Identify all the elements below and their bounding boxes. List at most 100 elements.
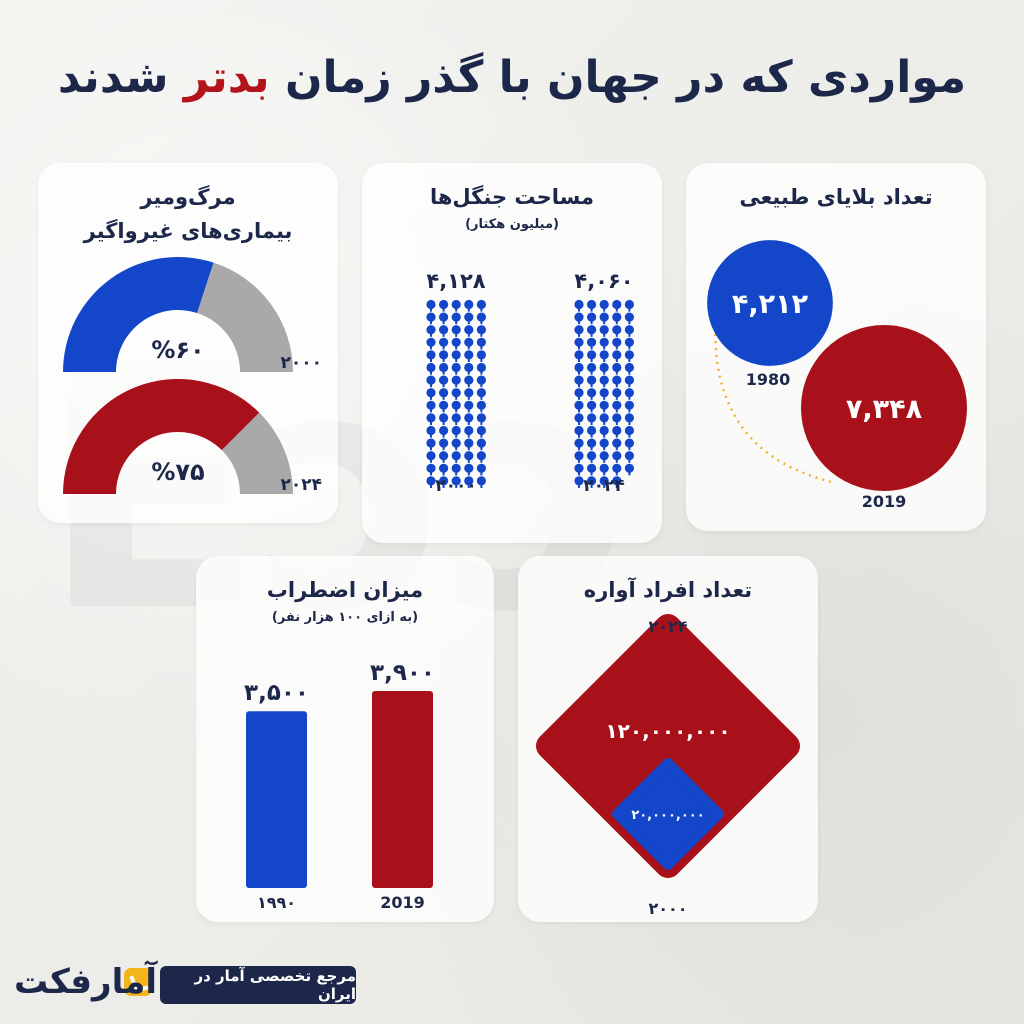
card-subtitle: (میلیون هکتار) <box>465 217 559 232</box>
diamond-small-value-label: ۲۰,۰۰۰,۰۰۰ <box>631 808 704 823</box>
tree-trunk <box>603 446 606 451</box>
tree-trunk <box>615 320 618 325</box>
tree-icon <box>624 413 634 423</box>
tree-icon <box>426 362 436 373</box>
tree-trunk <box>628 408 631 413</box>
tree-icon <box>587 463 597 473</box>
tree-trunk <box>480 333 483 337</box>
gauge-chart: %۶۰ ۲۰۰۰ %۷۵ ۲۰۲۴ <box>63 257 322 495</box>
tree-icon <box>451 350 461 360</box>
tree-icon <box>574 337 584 347</box>
tree-trunk <box>615 459 618 463</box>
tree-trunk <box>615 345 618 350</box>
tree-trunk <box>442 421 445 425</box>
tree-trunk <box>615 308 618 312</box>
tree-icon <box>439 451 449 461</box>
tree-icon <box>439 425 449 436</box>
tree-trunk <box>430 421 432 425</box>
tree-trunk <box>455 308 458 312</box>
tree-icon <box>451 299 461 310</box>
tree-trunk <box>603 471 606 476</box>
tree-icon <box>439 388 449 398</box>
tree-icon <box>624 312 634 322</box>
tree-trunk <box>430 471 432 476</box>
gauge-filled-0 <box>63 257 214 372</box>
bubble-1 <box>801 325 967 491</box>
tree-trunk <box>628 345 631 350</box>
tree-icon <box>574 451 584 461</box>
tree-icon <box>426 438 436 448</box>
tree-icon <box>574 400 584 410</box>
tree-icon <box>476 400 486 410</box>
tree-trunk <box>615 333 618 337</box>
gauge-remainder-1 <box>221 412 293 494</box>
pictogram-year-label-1: ۲۰۲۴ <box>583 476 625 496</box>
diamond-large-year-label: ۲۰۲۴ <box>648 617 687 636</box>
tree-icon <box>624 337 634 347</box>
tree-trunk <box>578 345 580 350</box>
tree-icon <box>574 476 584 486</box>
tree-trunk <box>480 383 483 388</box>
tree-icon <box>624 438 634 448</box>
tree-icon <box>599 375 609 385</box>
card-anxiety-rate: میزان اضطراب (به ازای ۱۰۰ هزار نفر) ۳,۵۰… <box>196 556 494 922</box>
tree-icon <box>599 425 609 436</box>
tree-icon <box>426 476 436 486</box>
tree-trunk <box>590 446 593 451</box>
tree-trunk <box>467 320 470 325</box>
tree-trunk <box>480 396 483 400</box>
tree-trunk <box>590 320 593 325</box>
tree-trunk <box>480 345 483 350</box>
card-title-line1: مرگ‌ومیر <box>140 185 236 209</box>
bar-value-label-1: ۳,۹۰۰ <box>370 660 435 686</box>
card-forest-area: مساحت جنگل‌ها (میلیون هکتار) ۴,۱۲۸ ۲۰۰۰ ۴,… <box>362 163 662 543</box>
tree-trunk <box>430 358 432 362</box>
tree-trunk <box>442 333 445 337</box>
tree-icon <box>624 425 634 436</box>
tree-trunk <box>578 471 580 476</box>
tree-icon <box>587 400 597 410</box>
tree-trunk <box>603 371 606 375</box>
tree-icon <box>451 312 461 322</box>
tree-icon <box>574 425 584 436</box>
diamond-large-value-label: ۱۲۰,۰۰۰,۰۰۰ <box>605 719 730 743</box>
tree-trunk <box>603 308 606 312</box>
tree-trunk <box>442 434 445 438</box>
tree-trunk <box>590 308 593 312</box>
diamond-small-year-label: ۲۰۰۰ <box>648 899 687 918</box>
tree-icon <box>612 451 622 461</box>
tree-icon <box>439 375 449 385</box>
bar-0 <box>246 711 307 888</box>
tree-trunk <box>480 421 483 425</box>
tree-icon <box>451 388 461 398</box>
tree-icon <box>464 375 474 385</box>
tree-trunk <box>467 434 470 438</box>
tree-icon <box>439 299 449 310</box>
tree-trunk <box>603 408 606 413</box>
tree-icon <box>464 425 474 436</box>
tree-trunk <box>455 345 458 350</box>
tree-trunk <box>430 308 432 312</box>
tree-icon <box>476 438 486 448</box>
tree-icon <box>599 388 609 398</box>
tree-trunk <box>455 446 458 451</box>
bubble-year-label-1: 2019 <box>862 492 907 511</box>
tree-icon <box>587 438 597 448</box>
tree-trunk <box>628 396 631 400</box>
title-accent: بدتر <box>183 52 270 103</box>
tree-trunk <box>455 320 458 325</box>
card-title: تعداد بلایای طبیعی <box>739 185 933 209</box>
tree-trunk <box>455 471 458 476</box>
tree-trunk <box>442 358 445 362</box>
tree-icon <box>451 451 461 461</box>
tree-icon <box>587 413 597 423</box>
tree-icon <box>451 375 461 385</box>
tree-trunk <box>578 320 580 325</box>
tree-icon <box>476 413 486 423</box>
tree-icon <box>599 299 609 310</box>
tree-icon <box>476 375 486 385</box>
tree-icon <box>451 476 461 486</box>
tree-icon <box>464 451 474 461</box>
tree-trunk <box>628 446 631 451</box>
title-part1: مواردی که در جهان با گذر زمان <box>285 52 967 103</box>
